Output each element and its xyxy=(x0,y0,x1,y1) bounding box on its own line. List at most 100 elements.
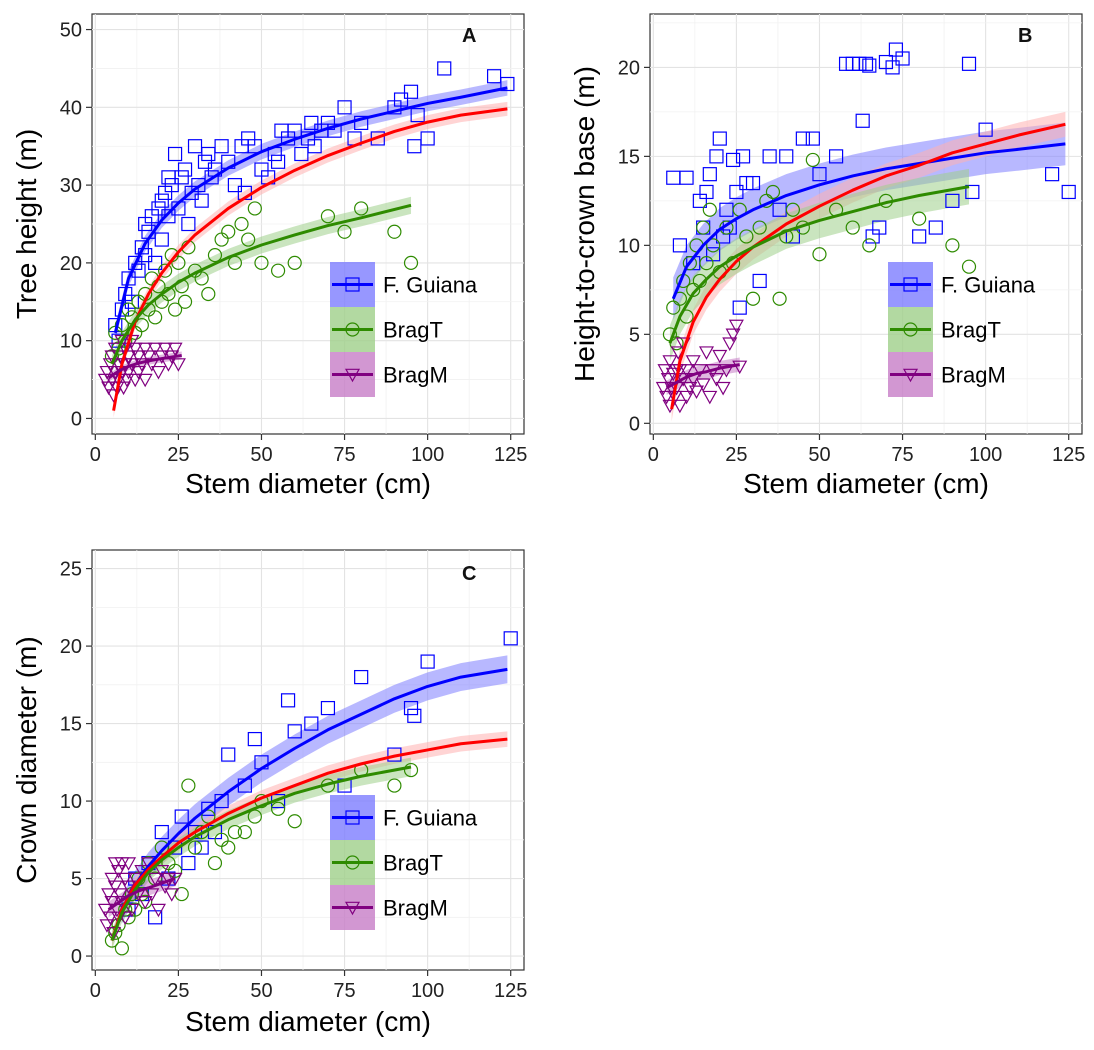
panel-a-legend-key-marker xyxy=(345,322,360,337)
panel-c-legend-key-marker xyxy=(345,810,360,825)
panel-c-point-triangle-down xyxy=(121,857,137,871)
panel-a-point-square xyxy=(337,100,352,115)
panel-b-point-square xyxy=(961,56,977,71)
panel-a-legend-label: BragM xyxy=(383,363,448,388)
panel-c-crown-diameter: 0 25 50 75 100 125 0 5 10 15 20 25 F. Guiana BragT Br… xyxy=(11,549,527,1037)
panel-a-point-circle xyxy=(167,302,183,317)
panel-b-x-tick-label: 100 xyxy=(969,444,1002,466)
panel-a-point-square xyxy=(194,193,209,208)
panel-a-point-circle xyxy=(320,209,336,224)
panel-c-point-triangle-down xyxy=(97,903,113,918)
panel-c-y-tick-label: 10 xyxy=(60,791,82,813)
panel-a-point-square xyxy=(327,123,342,138)
panel-c-point-triangle-down xyxy=(112,888,128,902)
panel-b-point-circle xyxy=(862,238,877,253)
panel-c-point-circle xyxy=(227,824,242,840)
panel-b-point-square xyxy=(895,51,910,66)
panel-a-fit-curve-1 xyxy=(112,107,508,411)
panel-c-point-triangle-down xyxy=(106,927,122,941)
panel-a-point-square xyxy=(187,139,203,154)
panel-c-point-circle xyxy=(104,933,120,948)
panel-a-point-square xyxy=(204,170,219,185)
panel-b-point-square xyxy=(725,152,741,168)
panel-c-point-triangle-down xyxy=(121,880,137,895)
panel-b-point-triangle-down xyxy=(698,346,715,360)
panel-c-label: C xyxy=(462,563,476,585)
panel-a-legend: F. Guiana BragT BragM xyxy=(330,262,478,397)
panel-c-x-tick-label: 50 xyxy=(250,980,272,1002)
panel-b-legend-label: BragM xyxy=(941,363,1006,388)
panel-c-point-square xyxy=(304,716,319,731)
panel-c-point-circle xyxy=(403,762,419,778)
panel-b-legend-label: BragT xyxy=(941,318,1001,343)
panel-a-point-triangle-down xyxy=(131,350,147,364)
panel-b-x-tick-label: 75 xyxy=(891,444,913,466)
panel-c-point-square xyxy=(247,731,262,747)
panel-c-point-triangle-down xyxy=(144,888,160,902)
panel-a-y-tick-label: 40 xyxy=(60,97,82,119)
panel-b-crown-base-height: 0 25 50 75 100 125 0 5 10 15 20 F. Guiana BragT Brag… xyxy=(569,13,1085,499)
panel-c-point-circle xyxy=(287,814,302,829)
panel-c-point-square xyxy=(320,700,336,716)
panel-a-legend-label: F. Guiana xyxy=(383,273,478,298)
panel-b-point-square xyxy=(735,149,751,164)
panel-a-band-1 xyxy=(113,101,508,418)
panel-b-point-triangle-down xyxy=(692,364,708,378)
panel-a-x-tick-label: 50 xyxy=(250,444,272,466)
panel-b-point-triangle-down xyxy=(662,355,678,369)
panel-b-fit-curves xyxy=(665,122,1066,410)
panel-a-point-triangle-down xyxy=(140,350,157,364)
panel-b-point-square xyxy=(732,300,747,315)
panel-b-point-square xyxy=(702,167,717,182)
panel-b-point-triangle-down xyxy=(672,399,688,414)
panel-c-x-tick-label: 25 xyxy=(167,980,189,1002)
panel-a-point-circle xyxy=(234,216,249,232)
panel-b-point-square xyxy=(805,131,820,146)
panel-a-point-triangle-down xyxy=(117,342,133,357)
panel-a-point-square xyxy=(247,139,262,154)
panel-a-point-circle xyxy=(270,263,286,278)
panel-c-point-circle xyxy=(207,855,223,871)
panel-a-point-square xyxy=(270,154,286,169)
panel-a-point-square xyxy=(437,61,452,76)
panel-b-x-tick-label: 0 xyxy=(648,444,659,466)
panel-a-point-square xyxy=(164,178,179,193)
panel-a-legend-key-marker xyxy=(345,277,360,292)
panel-a-point-circle xyxy=(194,271,209,286)
panel-a-point-square xyxy=(174,170,189,185)
panel-a-point-square xyxy=(124,294,139,309)
panel-b-point-square xyxy=(912,229,927,244)
panel-c-fit-curve-0 xyxy=(120,667,508,911)
panel-a-point-triangle-down xyxy=(101,381,117,396)
panel-a-point-circle xyxy=(254,255,269,270)
panel-b-y-axis-title: Height-to-crown base (m) xyxy=(569,66,600,382)
panel-c-point-triangle-down xyxy=(124,903,140,918)
panel-a-point-square xyxy=(191,178,206,193)
panel-b-point-triangle-down xyxy=(689,385,705,400)
panel-b-legend-key-marker xyxy=(903,322,918,337)
panel-b-legend-label: F. Guiana xyxy=(941,273,1036,298)
panel-a-point-triangle-down xyxy=(147,342,163,357)
panel-c-point-triangle-down xyxy=(131,888,147,902)
panel-c-x-axis-title: Stem diameter (cm) xyxy=(185,1006,431,1037)
panel-c-point-square xyxy=(354,669,369,685)
panel-b-point-square xyxy=(1044,167,1060,182)
panel-b-point-square xyxy=(862,58,877,73)
panel-a-point-square xyxy=(407,139,422,154)
panel-c-point-circle xyxy=(221,840,236,855)
panel-a-x-tick-label: 75 xyxy=(333,444,355,466)
panel-c-point-circle xyxy=(154,840,169,855)
panel-a-point-circle xyxy=(207,248,223,263)
panel-b-point-square xyxy=(855,113,870,128)
panel-c-point-triangle-down xyxy=(111,865,127,879)
panel-a-y-tick-label: 20 xyxy=(60,253,82,275)
panel-c-point-square xyxy=(181,855,196,871)
panel-a-tree-height: 0 25 50 75 100 125 0 10 20 30 40 50 F. Guiana BragT B… xyxy=(11,13,527,499)
panel-c-point-circle xyxy=(387,778,402,793)
panel-a-fit-curve-0 xyxy=(113,86,508,334)
panel-b-point-triangle-down xyxy=(679,390,695,405)
panel-b-fit-curve-3 xyxy=(665,363,740,390)
panel-b-point-square xyxy=(928,220,943,235)
panel-b-x-tick-label: 25 xyxy=(725,444,747,466)
panel-c-point-square xyxy=(407,708,422,723)
